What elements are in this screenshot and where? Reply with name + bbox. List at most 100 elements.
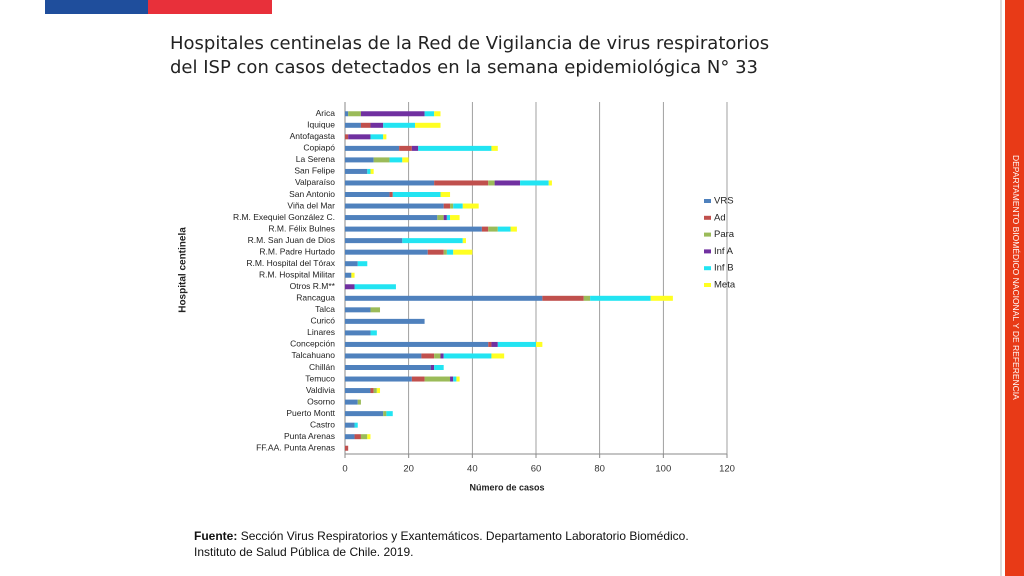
y-tick-label: Valdivia — [306, 385, 335, 395]
bar-segment — [650, 295, 673, 301]
bar-segment — [389, 192, 393, 197]
legend-label: Meta — [714, 280, 736, 291]
bar-segment — [345, 445, 349, 451]
y-tick-label: Copiapó — [303, 143, 335, 153]
bar-segment — [345, 111, 349, 117]
legend-swatch — [704, 232, 711, 237]
x-tick-label: 40 — [467, 464, 478, 475]
bar-segment — [373, 157, 390, 163]
flag-blue — [45, 0, 148, 14]
y-tick-label: Talcahuano — [292, 350, 336, 360]
y-tick-label: San Felipe — [294, 166, 335, 176]
y-tick-label: Rancagua — [296, 293, 335, 303]
legend-label: VRS — [714, 196, 734, 207]
y-tick-label: R.M. Padre Hurtado — [259, 246, 335, 256]
bar-segment — [440, 192, 451, 197]
bar-segment — [488, 226, 498, 232]
bar-segment — [456, 376, 460, 382]
y-tick-label: Temuco — [305, 373, 335, 383]
y-tick-label: Otros R.M** — [290, 281, 336, 291]
bar-segment — [345, 365, 431, 370]
bar-segment — [383, 122, 416, 128]
legend-label: Inf A — [714, 246, 734, 257]
bar-segment — [424, 111, 435, 117]
bar-segment — [373, 388, 377, 394]
flag-red — [148, 0, 272, 14]
y-tick-label: R.M. Hospital Militar — [259, 269, 335, 279]
bar-segment — [481, 226, 489, 232]
y-tick-label: Valparaíso — [295, 177, 335, 187]
y-tick-label: Osorno — [307, 396, 335, 406]
bar-segment — [345, 157, 374, 163]
bar-segment — [453, 376, 457, 382]
title-line: Hospitales centinelas de la Red de Vigil… — [170, 33, 770, 54]
footer: Fuente: Sección Virus Respiratorios y Ex… — [194, 528, 689, 560]
bar-segment — [351, 272, 355, 278]
bar-segment — [370, 134, 384, 140]
x-axis-label: Número de casos — [469, 482, 544, 492]
bar-segment — [415, 122, 441, 128]
x-tick-label: 80 — [594, 464, 605, 475]
bar-segment — [354, 434, 361, 440]
bar-segment — [443, 249, 447, 255]
bar-segment — [345, 215, 438, 221]
bar-segment — [497, 341, 536, 347]
y-tick-label: Talca — [315, 304, 335, 314]
bar-segment — [345, 422, 355, 428]
bar-segment — [548, 180, 552, 186]
bar-segment — [542, 295, 584, 301]
bar-segment — [443, 353, 492, 359]
bar-segment — [421, 353, 435, 359]
bar-segment — [345, 168, 368, 174]
legend-label: Inf B — [714, 263, 734, 274]
bar-segment — [453, 203, 463, 209]
bar-segment — [386, 411, 393, 417]
bar-segment — [462, 203, 479, 209]
bar-segment — [494, 180, 521, 186]
bar-segment — [434, 365, 444, 370]
bar-segment — [345, 203, 444, 209]
bar-segment — [434, 111, 441, 117]
bar-segment — [453, 249, 473, 255]
bar-segment — [345, 388, 371, 394]
bar-segment — [345, 226, 482, 232]
y-tick-label: Concepción — [290, 339, 335, 349]
footer-text: Sección Virus Respiratorios y Exantemáti… — [240, 529, 689, 543]
bar-segment — [370, 307, 381, 313]
bar-segment — [488, 341, 492, 347]
bar-segment — [348, 134, 371, 140]
bar-segment — [367, 168, 371, 174]
x-tick-label: 60 — [531, 464, 542, 475]
x-tick-label: 0 — [342, 464, 347, 475]
bar-segment — [345, 341, 489, 347]
bar-segment — [430, 365, 435, 370]
bar-segment — [345, 330, 371, 336]
y-tick-label: Linares — [307, 327, 335, 337]
bar-segment — [491, 353, 505, 359]
bar-segment — [345, 145, 400, 151]
bar-segment — [446, 249, 454, 255]
bar-segment — [590, 295, 651, 301]
bar-segment — [345, 192, 390, 197]
bar-segment — [434, 353, 441, 359]
bar-segment — [497, 226, 511, 232]
bar-segment — [427, 249, 444, 255]
y-tick-label: Antofagasta — [290, 131, 336, 141]
chart: Hospital centinela Número de casos 0 20 40… — [162, 87, 758, 511]
bar-segment — [411, 376, 425, 382]
bar-segment — [443, 203, 451, 209]
bar-segment — [510, 226, 517, 232]
bar-segment — [360, 122, 371, 128]
bar-segment — [434, 180, 489, 186]
bar-segment — [370, 168, 374, 174]
x-tick-label: 20 — [403, 464, 414, 475]
y-tick-label: Punta Arenas — [284, 431, 335, 441]
bar-segment — [345, 249, 428, 255]
bar-segment — [354, 284, 396, 290]
bar-segment — [345, 238, 403, 244]
bar-segment — [370, 122, 384, 128]
bar-segment — [345, 399, 358, 405]
y-tick-label: Chillán — [309, 362, 335, 372]
